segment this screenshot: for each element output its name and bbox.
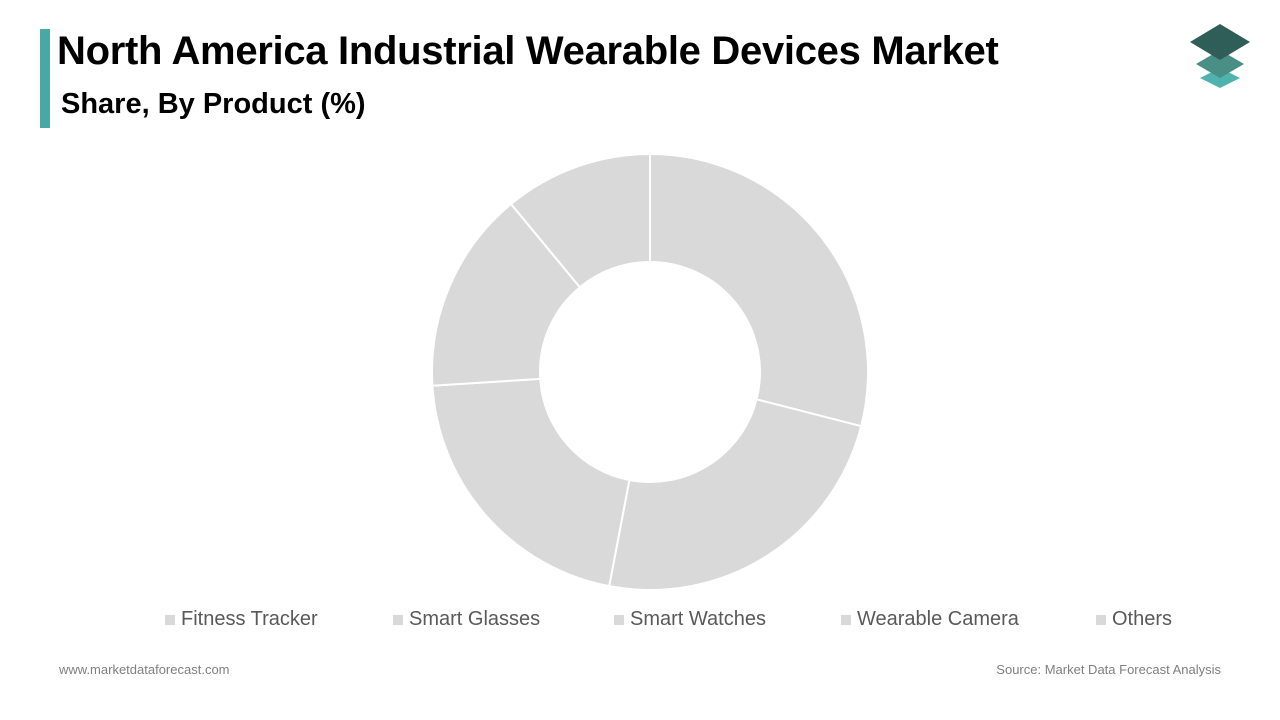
legend-label: Others <box>1112 608 1173 630</box>
legend-swatch <box>165 614 175 625</box>
title-accent-bar <box>40 29 50 128</box>
legend-swatch <box>841 614 851 625</box>
donut-slice-others <box>509 152 651 289</box>
donut-slice-fitness-tracker <box>649 152 869 428</box>
legend-label: Smart Glasses <box>409 608 541 630</box>
layered-stack-logo-icon <box>1190 24 1250 88</box>
legend-swatch <box>393 614 403 625</box>
donut-slice-wearable-camera <box>431 202 582 387</box>
page-subtitle: Share, By Product (%) <box>61 88 366 120</box>
legend-swatch <box>614 614 624 625</box>
legend-label: Fitness Tracker <box>181 608 318 630</box>
legend-item: Smart Watches <box>614 608 766 631</box>
legend-swatch <box>1096 614 1106 625</box>
legend-item: Others <box>1096 608 1172 631</box>
donut-slice-smart-glasses <box>607 398 863 591</box>
chart-legend: Fitness Tracker Smart Glasses Smart Watche… <box>0 608 1280 632</box>
legend-label: Wearable Camera <box>857 608 1019 630</box>
legend-item: Smart Glasses <box>393 608 540 631</box>
legend-label: Smart Watches <box>630 608 766 630</box>
legend-item: Wearable Camera <box>841 608 1019 631</box>
website-url: www.marketdataforecast.com <box>59 662 230 677</box>
donut-slice-smart-watches <box>431 377 631 588</box>
page-title: North America Industrial Wearable Device… <box>57 29 999 73</box>
source-note: Source: Market Data Forecast Analysis <box>996 662 1221 677</box>
legend-item: Fitness Tracker <box>165 608 318 631</box>
